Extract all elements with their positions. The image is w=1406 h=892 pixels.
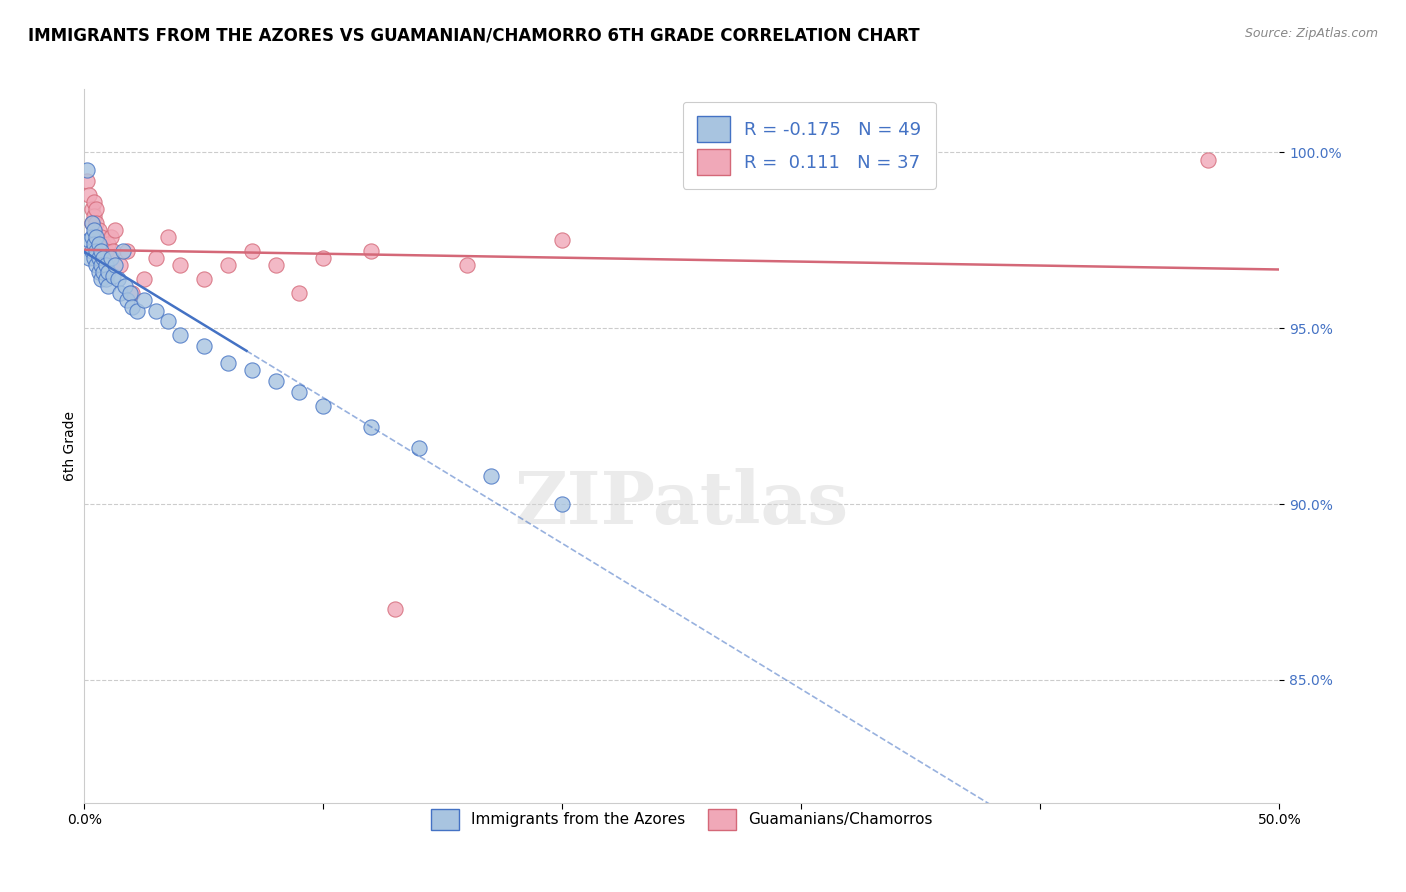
- Point: [193, 339, 215, 353]
- Point: [114, 279, 136, 293]
- Point: [408, 441, 430, 455]
- Point: [193, 272, 215, 286]
- Point: [93, 236, 115, 251]
- Point: [217, 356, 239, 370]
- Point: [80, 202, 103, 216]
- Point: [86, 230, 108, 244]
- Point: [117, 244, 139, 258]
- Point: [240, 363, 263, 377]
- Point: [312, 251, 335, 265]
- Point: [217, 258, 239, 272]
- Text: ZIPatlas: ZIPatlas: [515, 467, 849, 539]
- Point: [169, 258, 191, 272]
- Point: [551, 233, 574, 247]
- Point: [90, 244, 112, 258]
- Point: [87, 265, 110, 279]
- Point: [121, 300, 143, 314]
- Point: [76, 163, 98, 178]
- Point: [94, 258, 117, 272]
- Point: [288, 384, 311, 399]
- Point: [104, 258, 127, 272]
- Point: [93, 265, 115, 279]
- Point: [360, 419, 382, 434]
- Point: [86, 258, 108, 272]
- Point: [110, 258, 132, 272]
- Point: [111, 244, 134, 258]
- Point: [93, 251, 115, 265]
- Point: [83, 209, 105, 223]
- Point: [93, 251, 115, 265]
- Point: [77, 187, 100, 202]
- Point: [145, 251, 167, 265]
- Point: [87, 223, 110, 237]
- Point: [110, 286, 132, 301]
- Point: [101, 244, 124, 258]
- Text: Source: ZipAtlas.com: Source: ZipAtlas.com: [1244, 27, 1378, 40]
- Point: [132, 272, 156, 286]
- Point: [117, 293, 139, 307]
- Point: [80, 244, 103, 258]
- Point: [107, 272, 129, 286]
- Point: [80, 216, 103, 230]
- Point: [86, 216, 108, 230]
- Point: [360, 244, 382, 258]
- Point: [456, 258, 478, 272]
- Point: [157, 314, 180, 328]
- Point: [87, 251, 110, 265]
- Point: [94, 272, 117, 286]
- Point: [100, 230, 122, 244]
- Legend: Immigrants from the Azores, Guamanians/Chamorros: Immigrants from the Azores, Guamanians/C…: [423, 801, 941, 838]
- Text: IMMIGRANTS FROM THE AZORES VS GUAMANIAN/CHAMORRO 6TH GRADE CORRELATION CHART: IMMIGRANTS FROM THE AZORES VS GUAMANIAN/…: [28, 27, 920, 45]
- Point: [132, 293, 156, 307]
- Point: [83, 194, 105, 209]
- Point: [288, 286, 311, 301]
- Point: [264, 258, 287, 272]
- Point: [479, 468, 502, 483]
- Point: [80, 230, 103, 244]
- Point: [157, 230, 180, 244]
- Point: [87, 236, 110, 251]
- Point: [83, 223, 105, 237]
- Point: [101, 268, 124, 283]
- Point: [551, 497, 574, 511]
- Point: [104, 223, 127, 237]
- Point: [240, 244, 263, 258]
- Point: [169, 328, 191, 343]
- Point: [97, 279, 120, 293]
- Y-axis label: 6th Grade: 6th Grade: [63, 411, 77, 481]
- Point: [77, 233, 100, 247]
- Point: [83, 251, 105, 265]
- Point: [90, 244, 112, 258]
- Point: [80, 216, 103, 230]
- Point: [97, 236, 120, 251]
- Point: [94, 244, 117, 258]
- Point: [384, 602, 406, 616]
- Point: [86, 202, 108, 216]
- Point: [83, 236, 105, 251]
- Point: [77, 251, 100, 265]
- Point: [86, 244, 108, 258]
- Point: [118, 286, 141, 301]
- Point: [76, 173, 98, 187]
- Point: [97, 265, 120, 279]
- Point: [90, 272, 112, 286]
- Point: [125, 303, 148, 318]
- Point: [90, 258, 112, 272]
- Point: [100, 251, 122, 265]
- Point: [264, 374, 287, 388]
- Point: [145, 303, 167, 318]
- Point: [90, 230, 112, 244]
- Point: [312, 399, 335, 413]
- Point: [1197, 153, 1219, 167]
- Point: [121, 286, 143, 301]
- Point: [87, 236, 110, 251]
